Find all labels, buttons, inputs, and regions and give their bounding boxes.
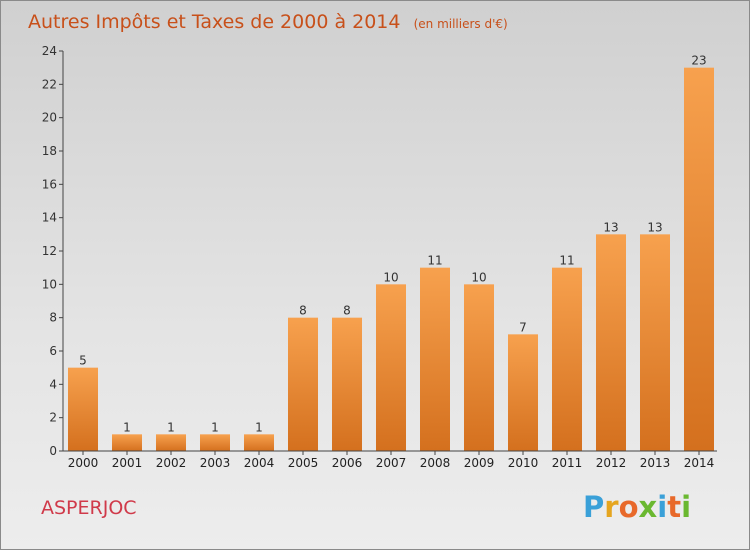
y-tick-label: 16 xyxy=(42,177,57,191)
logo-letter: r xyxy=(604,490,619,524)
x-tick-label-2001: 2001 xyxy=(112,456,143,470)
chart-title-main: Autres Impôts et Taxes de 2000 à 2014 xyxy=(28,11,401,33)
bar-2012 xyxy=(596,234,626,451)
logo-letter: P xyxy=(583,490,604,524)
x-tick-label-2005: 2005 xyxy=(288,456,319,470)
y-tick-label: 10 xyxy=(42,277,57,291)
y-tick-label: 12 xyxy=(42,244,57,258)
y-tick-label: 8 xyxy=(49,311,57,325)
data-label-2003: 1 xyxy=(211,420,219,434)
bar-2008 xyxy=(420,267,450,451)
data-label-2008: 11 xyxy=(427,254,442,268)
y-tick-label: 20 xyxy=(42,111,57,125)
bar-2007 xyxy=(376,284,406,451)
x-tick-label-2004: 2004 xyxy=(244,456,275,470)
data-label-2012: 13 xyxy=(603,220,618,234)
bar-2005 xyxy=(288,317,318,451)
bar-2006 xyxy=(332,317,362,451)
logo-letter: i xyxy=(681,490,691,524)
data-label-2011: 11 xyxy=(559,254,574,268)
x-tick-label-2000: 2000 xyxy=(68,456,99,470)
y-tick-label: 22 xyxy=(42,77,57,91)
x-tick-label-2014: 2014 xyxy=(684,456,715,470)
bar-2009 xyxy=(464,284,494,451)
bar-2000 xyxy=(68,367,98,451)
bar-2004 xyxy=(244,434,274,451)
chart-title: Autres Impôts et Taxes de 2000 à 2014 (e… xyxy=(28,11,508,33)
x-tick-label-2013: 2013 xyxy=(640,456,671,470)
data-label-2013: 13 xyxy=(647,220,662,234)
data-label-2001: 1 xyxy=(123,420,131,434)
data-label-2000: 5 xyxy=(79,354,87,368)
x-tick-label-2007: 2007 xyxy=(376,456,407,470)
data-label-2007: 10 xyxy=(383,270,398,284)
data-label-2005: 8 xyxy=(299,304,307,318)
bar-2001 xyxy=(112,434,142,451)
y-tick-label: 0 xyxy=(49,444,57,458)
y-tick-label: 24 xyxy=(42,44,57,58)
logo-letter: i xyxy=(657,490,667,524)
bar-2013 xyxy=(640,234,670,451)
bar-2011 xyxy=(552,267,582,451)
y-tick-label: 2 xyxy=(49,411,57,425)
logo-letter: t xyxy=(667,490,681,524)
data-label-2009: 10 xyxy=(471,270,486,284)
bar-2003 xyxy=(200,434,230,451)
logo-letter: o xyxy=(619,490,639,524)
x-tick-label-2011: 2011 xyxy=(552,456,583,470)
x-tick-label-2012: 2012 xyxy=(596,456,627,470)
logo-letter: x xyxy=(639,490,658,524)
bar-2010 xyxy=(508,334,538,451)
y-tick-label: 6 xyxy=(49,344,57,358)
data-label-2014: 23 xyxy=(691,54,706,68)
x-tick-label-2006: 2006 xyxy=(332,456,363,470)
y-tick-label: 4 xyxy=(49,377,57,391)
bar-2014 xyxy=(684,67,714,452)
x-tick-label-2009: 2009 xyxy=(464,456,495,470)
data-label-2004: 1 xyxy=(255,420,263,434)
y-tick-label: 14 xyxy=(42,211,57,225)
bar-2002 xyxy=(156,434,186,451)
data-label-2002: 1 xyxy=(167,420,175,434)
data-label-2006: 8 xyxy=(343,304,351,318)
y-tick-label: 18 xyxy=(42,144,57,158)
x-axis: 2000 2001 2002 2003 2004 2005 2006 2007 2008 2009… xyxy=(63,450,717,470)
proxiti-logo: Proxiti xyxy=(583,490,691,524)
x-tick-label-2008: 2008 xyxy=(420,456,451,470)
commune-name: ASPERJOC xyxy=(41,497,137,519)
x-tick-label-2010: 2010 xyxy=(508,456,539,470)
chart-subtitle: (en milliers d'€) xyxy=(414,17,508,31)
x-tick-label-2003: 2003 xyxy=(200,456,231,470)
x-tick-label-2002: 2002 xyxy=(156,456,187,470)
data-label-2010: 7 xyxy=(519,320,527,334)
